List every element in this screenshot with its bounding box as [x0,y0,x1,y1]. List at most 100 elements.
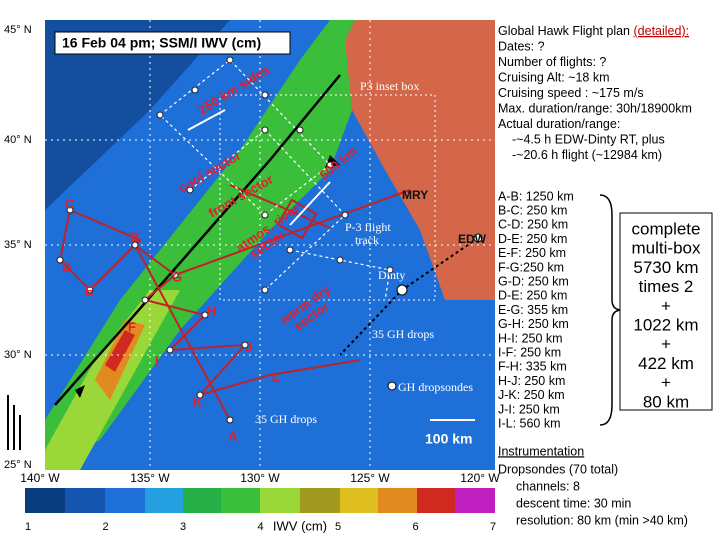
total: times 2 [639,277,694,296]
waypoint-letter: D [62,259,71,274]
leg: G-H: 250 km [498,317,569,331]
annotation: MRY [402,188,428,202]
edw-marker [473,233,483,243]
total: 80 km [643,392,689,411]
waypoint-letter: H [207,303,216,318]
waypoint-letter: G [172,269,182,284]
leg: I-L: 560 km [498,416,561,430]
annotation: P3 inset box [360,79,419,93]
annotation: 35 GH drops [255,412,317,426]
plan-line: Cruising Alt: ~18 km [498,70,610,84]
leg: J-I: 250 km [498,402,560,416]
colorbar-tick: 4 [257,521,263,533]
total: 1022 km [633,315,698,334]
plan-title-text: Global Hawk Flight plan [498,24,630,38]
lat-label: 30° N [4,349,32,361]
front-marker [75,385,85,398]
plan-line: -~20.6 h flight (~12984 km) [512,148,662,162]
waypoint-letter: E [85,283,94,298]
waypoint-letter: I [155,353,159,368]
brace [599,194,623,426]
leg: H-I: 250 km [498,331,563,345]
leg: D-E: 250 km [498,232,567,246]
instrumentation-line: channels: 8 [516,479,580,493]
waypoint-letter: L [272,369,280,384]
dropsonde-marker [387,381,397,391]
total: + [661,373,671,392]
lat-label: 35° N [4,239,32,251]
map: 16 Feb 04 pm; SSM/I IWV (cm) [7,20,495,470]
annotation: P-3 flight [345,220,391,234]
leg: F-G:250 km [498,260,564,274]
leg: E-G: 355 km [498,303,568,317]
leg: G-D: 250 km [498,274,569,288]
lon-label: 140° W [20,471,60,485]
colorbar-tick: 6 [412,521,418,533]
river-peak [105,330,135,372]
lat-label: 45° N [4,24,32,36]
land [345,20,495,300]
instrumentation-title: Instrumentation [498,444,584,458]
annotation: 35 GH drops [372,327,434,341]
plan-line: Number of flights: ? [498,55,606,69]
total-box [619,212,713,411]
colorbar-tick: 7 [490,521,496,533]
annotation: track [355,233,379,247]
dinty-marker [396,284,408,296]
lon-label: 135° W [130,471,170,485]
waypoint-letter: A [228,428,238,443]
plan-title: Global Hawk Flight plan (detailed): [498,24,689,38]
total: 5730 km [633,258,698,277]
colorbar-tick: 5 [335,521,341,533]
instrumentation-line: descent time: 30 min [516,496,631,510]
colorbar-tick: 1 [25,521,31,533]
instrumentation-line: resolution: 80 km (min >40 km) [516,513,688,527]
lat-label: 25° N [4,459,32,471]
total: multi-box [632,239,701,258]
waypoint-letter: B [130,229,139,244]
waypoint-letter: K [193,394,203,409]
scale-arrows [187,109,475,421]
waypoint-letter: F [128,319,136,334]
total: + [661,296,671,315]
plan-line: -~4.5 h EDW-Dinty RT, plus [512,132,665,146]
leg: I-F: 250 km [498,345,561,359]
total: 422 km [638,354,694,373]
colorbar [25,488,495,513]
edge-marks [7,395,21,450]
plan-line: Cruising speed : ~175 m/s [498,86,644,100]
colorbar-label: IWV (cm) [273,518,327,533]
plan-line: Max. duration/range: 30h/18900km [498,101,692,115]
leg: H-J: 250 km [498,374,565,388]
leg: A-B: 1250 km [498,189,574,203]
map-title: 16 Feb 04 pm; SSM/I IWV (cm) [62,35,261,51]
total: + [661,335,671,354]
annotation: Dinty [378,268,405,282]
front-line [54,74,341,406]
annotation: 100 km [425,431,472,447]
lon-label: 125° W [350,471,390,485]
total: complete [632,219,701,238]
annotation: GH dropsondes [398,380,473,394]
leg: F-H: 335 km [498,360,567,374]
lat-label: 40° N [4,134,32,146]
colorbar-tick: 3 [180,521,186,533]
leg: C-D: 250 km [498,218,568,232]
waypoint-letter: J [245,339,252,354]
colorbar-tick: 2 [102,521,108,533]
annotation: EDW [458,232,487,246]
ocean-dark [45,20,230,210]
leg: B-C: 250 km [498,203,567,217]
title-box [54,31,291,55]
waypoint-letter: C [65,196,75,211]
plan-title-note: (detailed): [634,24,690,38]
lon-label: 120° W [460,471,500,485]
waypoints [56,56,394,424]
plan-line: Dates: ? [498,39,545,53]
leg: D-E: 250 km [498,289,567,303]
instrumentation-line: Dropsondes (70 total) [498,462,618,476]
leg: E-F: 250 km [498,246,566,260]
leg: J-K: 250 km [498,388,565,402]
plan-line: Actual duration/range: [498,117,620,131]
